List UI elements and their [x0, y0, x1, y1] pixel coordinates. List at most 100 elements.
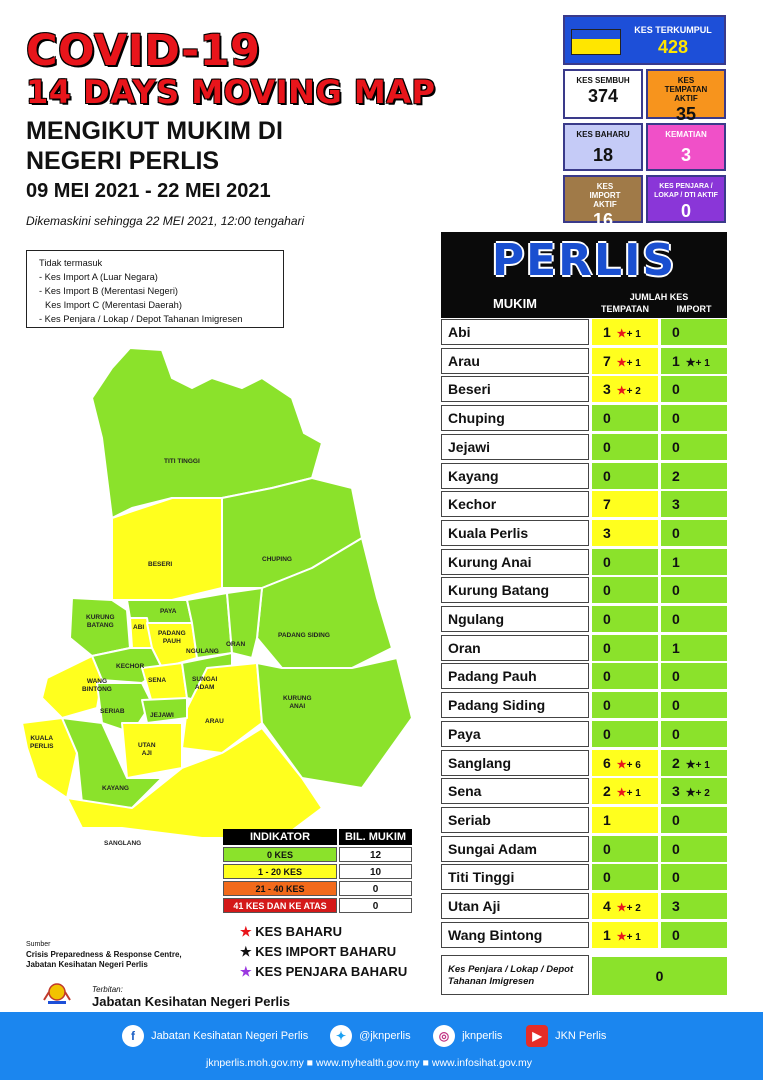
new-case-star-icon: ★ [616, 385, 627, 397]
tempatan-new: + 1 [626, 932, 641, 943]
import-value: 0 [672, 726, 680, 742]
map-label-sanglang: SANGLANG [104, 840, 142, 847]
tempatan-cell: 0 [592, 405, 658, 431]
import-value: 0 [672, 525, 680, 541]
tempatan-cell: 1 ★+ 1 [592, 922, 658, 948]
import-cell: 0 [661, 836, 727, 862]
tempatan-cell: 0 [592, 721, 658, 747]
region-padang-siding [256, 537, 393, 669]
tempatan-cell: 1 [592, 807, 658, 833]
import-cell: 0 [661, 434, 727, 460]
tempatan-new: + 1 [626, 329, 641, 340]
youtube-link[interactable]: ▶ JKN Perlis [526, 1025, 606, 1047]
map-label-seriab: SERIAB [100, 708, 125, 715]
youtube-icon: ▶ [526, 1025, 548, 1047]
tempatan-new: + 6 [626, 760, 641, 771]
import-value: 0 [672, 410, 680, 426]
baharu-value: 18 [592, 145, 614, 165]
map-label-wang-bintong: WANG BINTONG [82, 678, 112, 693]
map-label-titi-tinggi: TITI TINGGI [164, 458, 200, 465]
col-tempatan: TEMPATAN [601, 304, 649, 314]
import-cell: 0 [661, 376, 727, 402]
black-star-icon: ★ [240, 944, 252, 959]
import-value: 0 [672, 841, 680, 857]
import-value: 2 [672, 755, 680, 771]
map-label-oran: ORAN [226, 641, 246, 648]
key-kes-penjara-baharu: ★ KES PENJARA BAHARU [240, 964, 407, 980]
tempatan-cell: 6 ★+ 6 [592, 750, 658, 776]
import-cell: 0 [661, 405, 727, 431]
tempatan-value: 4 [603, 898, 611, 914]
import-value: 0 [672, 869, 680, 885]
tempatan-new: + 2 [626, 903, 641, 914]
import-cell: 3 [661, 491, 727, 517]
mukim-name: Sanglang [441, 750, 589, 776]
state-title: PERLIS [441, 232, 727, 290]
legend-range: 41 KES DAN KE ATAS [223, 898, 337, 913]
tempatan-value: 3 [603, 381, 611, 397]
tempatan-value: 7 [603, 496, 611, 512]
import-cell: 0 [661, 922, 727, 948]
import-cell: 1 [661, 549, 727, 575]
import-new: + 1 [695, 760, 710, 771]
map-label-abi: ABI [133, 624, 145, 631]
terkumpul-value: 428 [657, 37, 689, 57]
instagram-link[interactable]: ◎ jknperlis [433, 1025, 502, 1047]
import-cell: 0 [661, 692, 727, 718]
map-label-kayang: KAYANG [102, 785, 129, 792]
tile-kes-terkumpul: KES TERKUMPUL 428 [563, 15, 726, 65]
import-value: 0 [672, 324, 680, 340]
key-kes-baharu: ★ KES BAHARU [240, 924, 342, 940]
tempatan-value: 1 [603, 324, 611, 340]
region-wang-bintong [41, 655, 103, 719]
penjara-label-text: Kes Penjara / Lokap / Depot Tahanan Imig… [448, 964, 574, 987]
twitter-label: @jknperlis [359, 1029, 411, 1042]
perlis-mukim-map [22, 347, 413, 838]
legend-range: 0 KES [223, 847, 337, 862]
instagram-label: jknperlis [462, 1029, 503, 1042]
import-star-icon: ★ [685, 787, 696, 799]
legend-indikator-header: INDIKATOR [223, 829, 337, 845]
terkumpul-label: KES TERKUMPUL [634, 25, 712, 35]
mukim-name: Ngulang [441, 606, 589, 632]
tempatan-value: 0 [603, 410, 611, 426]
footer-links[interactable]: jknperlis.moh.gov.my ■ www.myhealth.gov.… [206, 1057, 533, 1069]
map-label-kurung-anai: KURUNG ANAI [283, 695, 312, 710]
import-value: 3 [672, 783, 680, 799]
tempatan-value: 0 [603, 468, 611, 484]
tempatan-cell: 0 [592, 463, 658, 489]
region-kayang [61, 717, 163, 809]
tempatan-value: 0 [603, 668, 611, 684]
import-aktif-label: KES IMPORT AKTIF [589, 182, 621, 209]
map-label-arau: ARAU [205, 718, 224, 725]
tempatan-value: 3 [603, 525, 611, 541]
import-cell: 0 [661, 520, 727, 546]
tempatan-value: 0 [603, 869, 611, 885]
import-cell: 0 [661, 864, 727, 890]
mukim-name: Sena [441, 778, 589, 804]
legend-count: 0 [339, 898, 412, 913]
import-value: 1 [672, 640, 680, 656]
tempatan-aktif-label: KES TEMPATAN AKTIF [664, 76, 708, 103]
col-mukim: MUKIM [492, 296, 538, 311]
tempatan-cell: 0 [592, 692, 658, 718]
tempatan-aktif-value: 35 [675, 104, 697, 124]
import-new: + 1 [695, 358, 710, 369]
tempatan-cell: 0 [592, 635, 658, 661]
footer [0, 1012, 763, 1080]
mukim-name: Utan Aji [441, 893, 589, 919]
map-label-kurung-batang: KURUNG BATANG [86, 614, 115, 629]
tempatan-value: 1 [603, 927, 611, 943]
mukim-name: Kayang [441, 463, 589, 489]
sembuh-label: KES SEMBUH [576, 76, 630, 85]
tempatan-cell: 7 [592, 491, 658, 517]
tile-kes-penjara-aktif: KES PENJARA / LOKAP / DTI AKTIF 0 [646, 175, 726, 223]
import-aktif-value: 16 [592, 210, 614, 230]
twitter-link[interactable]: ✦ @jknperlis [330, 1025, 411, 1047]
legend-count: 10 [339, 864, 412, 879]
facebook-link[interactable]: f Jabatan Kesihatan Negeri Perlis [122, 1025, 308, 1047]
map-label-kuala-perlis: KUALA PERLIS [30, 735, 54, 750]
key-kes-baharu-label: KES BAHARU [255, 924, 342, 939]
source-line1: Crisis Preparedness & Response Centre, [26, 950, 182, 959]
subtitle: MENGIKUT MUKIM DI NEGERI PERLIS [26, 116, 283, 176]
